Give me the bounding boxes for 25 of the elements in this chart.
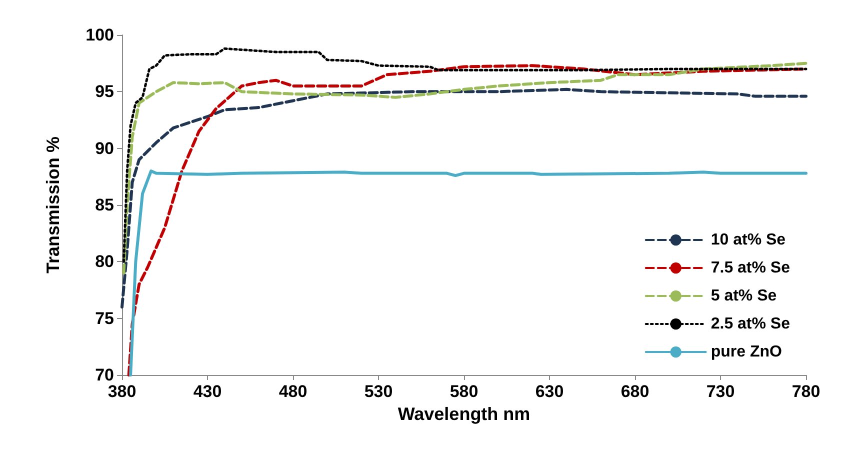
legend-label: 10 at% Se: [710, 232, 786, 248]
x-tick-label: 380: [108, 382, 136, 401]
legend-label: 2.5 at% Se: [710, 316, 790, 332]
x-tick-label: 730: [706, 382, 735, 401]
x-tick-label: 780: [792, 382, 820, 401]
y-tick-label: 70: [95, 366, 114, 384]
line-series: [120, 88, 808, 308]
x-tick-label: 630: [535, 382, 564, 401]
x-tick-label: 580: [450, 382, 478, 401]
y-axis-title: Transmission %: [43, 136, 63, 274]
x-tick-label: 680: [620, 382, 650, 401]
legend-label: 7.5 at% Se: [710, 260, 790, 276]
y-tick-label: 95: [95, 82, 114, 102]
x-tick-label: 530: [364, 382, 393, 401]
y-tick-label: 85: [95, 196, 114, 214]
y-tick-label: 80: [95, 252, 114, 272]
x-tick-label: 480: [278, 382, 308, 401]
x-axis-title: Wavelength nm: [398, 404, 530, 424]
line-series: [129, 170, 808, 376]
y-tick-label: 90: [95, 138, 114, 158]
x-tick-label: 430: [193, 382, 222, 401]
legend-label: pure ZnO: [710, 344, 782, 360]
y-tick-label: 75: [95, 308, 114, 328]
legend-label: 5 at% Se: [710, 288, 777, 304]
y-tick-label: 100: [86, 26, 114, 44]
